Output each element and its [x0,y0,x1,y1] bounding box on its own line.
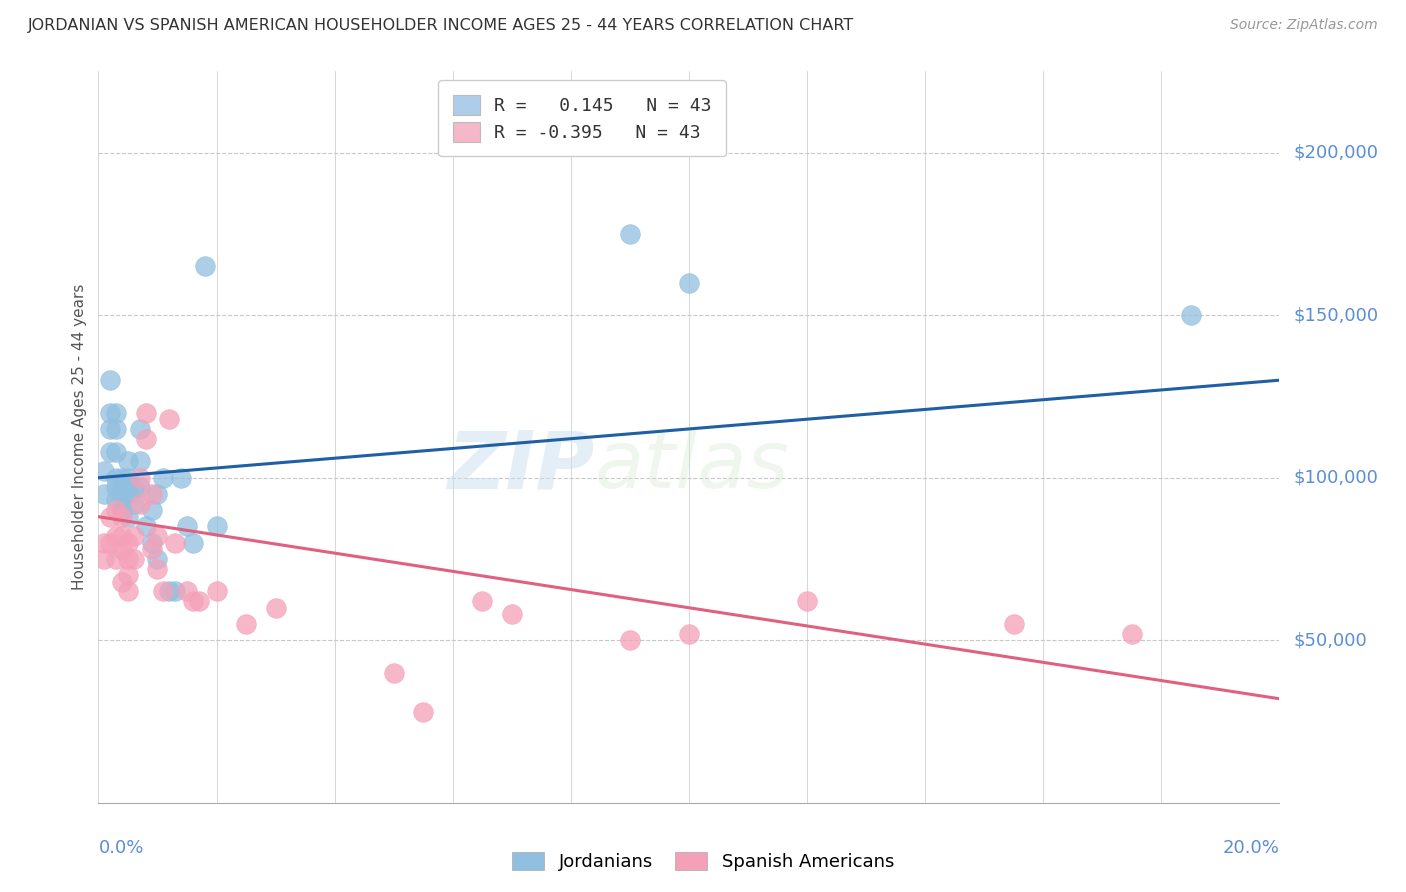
Point [157,584,180,599]
Point [117,535,139,549]
Point [105,503,128,517]
Text: 0.0%: 0.0% [98,839,143,857]
Point [796,594,818,608]
Point [619,633,641,648]
Point [152,471,174,485]
Point [93,464,115,478]
Point [157,412,180,426]
Point [117,584,139,599]
Point [194,260,217,274]
Point [105,480,128,494]
Point [619,227,641,241]
Point [117,487,139,501]
Text: $150,000: $150,000 [1294,306,1378,324]
Point [111,542,134,557]
Point [117,454,139,468]
Point [181,594,204,608]
Point [264,600,287,615]
Point [98,509,121,524]
Text: ZIP: ZIP [447,427,595,506]
Point [98,422,121,436]
Point [105,422,128,436]
Point [105,552,128,566]
Point [111,487,134,501]
Point [105,471,128,485]
Point [412,705,434,719]
Point [152,584,174,599]
Point [176,519,198,533]
Point [1180,308,1202,322]
Point [117,509,139,524]
Point [128,471,150,485]
Point [128,422,150,436]
Point [235,617,257,632]
Point [93,552,115,566]
Point [135,519,157,533]
Point [117,552,139,566]
Point [122,552,145,566]
Point [181,535,204,549]
Y-axis label: Householder Income Ages 25 - 44 years: Householder Income Ages 25 - 44 years [72,284,87,591]
Point [105,406,128,420]
Text: $200,000: $200,000 [1294,144,1378,161]
Text: JORDANIAN VS SPANISH AMERICAN HOUSEHOLDER INCOME AGES 25 - 44 YEARS CORRELATION : JORDANIAN VS SPANISH AMERICAN HOUSEHOLDE… [28,18,855,33]
Point [205,584,228,599]
Point [122,497,145,511]
Point [141,535,163,549]
Point [128,454,150,468]
Point [105,444,128,458]
Point [141,487,163,501]
Point [98,444,121,458]
Point [176,584,198,599]
Point [111,480,134,494]
Point [382,665,405,680]
Point [105,493,128,508]
Legend: Jordanians, Spanish Americans: Jordanians, Spanish Americans [505,845,901,879]
Point [678,276,700,290]
Point [105,529,128,543]
Text: $100,000: $100,000 [1294,468,1378,487]
Point [111,509,134,524]
Point [170,471,193,485]
Point [98,406,121,420]
Point [165,584,187,599]
Point [111,493,134,508]
Point [205,519,228,533]
Point [122,529,145,543]
Point [93,535,115,549]
Point [146,552,169,566]
Point [141,542,163,557]
Point [135,432,157,446]
Point [111,503,134,517]
Point [93,487,115,501]
Point [678,626,700,640]
Point [146,562,169,576]
Text: Source: ZipAtlas.com: Source: ZipAtlas.com [1230,18,1378,32]
Point [501,607,523,622]
Point [135,406,157,420]
Point [128,497,150,511]
Point [117,477,139,491]
Text: atlas: atlas [595,427,789,506]
Point [128,480,150,494]
Point [111,529,134,543]
Text: 20.0%: 20.0% [1223,839,1279,857]
Point [117,471,139,485]
Point [1121,626,1143,640]
Point [165,535,187,549]
Point [111,471,134,485]
Point [146,529,169,543]
Point [1002,617,1025,632]
Point [141,503,163,517]
Legend: R =   0.145   N = 43, R = -0.395   N = 43: R = 0.145 N = 43, R = -0.395 N = 43 [439,80,725,156]
Point [471,594,494,608]
Point [117,568,139,582]
Point [98,535,121,549]
Point [146,487,169,501]
Point [122,480,145,494]
Text: $50,000: $50,000 [1294,632,1367,649]
Point [187,594,209,608]
Point [98,373,121,387]
Point [111,574,134,589]
